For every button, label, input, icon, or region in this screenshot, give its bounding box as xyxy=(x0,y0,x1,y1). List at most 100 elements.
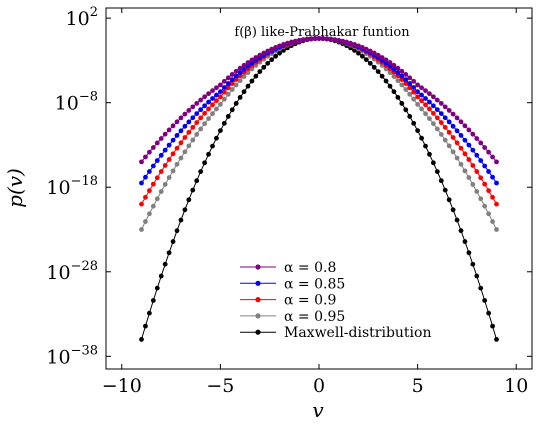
data-point xyxy=(174,161,180,167)
data-point xyxy=(198,97,204,103)
y-tick-label: 10−38 xyxy=(46,343,98,368)
data-point xyxy=(423,88,428,94)
data-point xyxy=(210,143,215,149)
data-point xyxy=(178,155,184,161)
data-point xyxy=(245,60,251,65)
data-point xyxy=(458,145,464,151)
data-point xyxy=(178,140,184,146)
data-point xyxy=(434,115,440,121)
data-point xyxy=(470,131,476,137)
data-point xyxy=(363,46,369,52)
data-point xyxy=(482,163,488,169)
data-point xyxy=(261,64,267,70)
y-axis-label: p(v) xyxy=(3,168,27,208)
data-point xyxy=(427,91,432,97)
data-point xyxy=(387,70,393,76)
data-point xyxy=(344,39,350,45)
data-point xyxy=(170,151,176,157)
data-point xyxy=(407,81,413,86)
data-point xyxy=(383,57,389,63)
data-point xyxy=(371,64,377,70)
data-point xyxy=(139,180,144,186)
data-point xyxy=(281,42,286,47)
axis-ticks xyxy=(106,8,532,369)
data-point xyxy=(139,201,144,207)
data-point xyxy=(450,207,456,213)
data-point xyxy=(257,69,263,75)
data-point xyxy=(166,175,172,180)
data-point xyxy=(419,92,424,98)
data-point xyxy=(221,85,227,90)
data-point xyxy=(415,94,421,100)
data-point xyxy=(486,149,492,155)
data-point xyxy=(186,129,192,135)
data-point xyxy=(217,94,223,100)
data-point xyxy=(292,38,298,44)
data-point xyxy=(356,43,361,49)
y-tick-label: 10−18 xyxy=(46,174,98,199)
data-point xyxy=(399,101,405,106)
data-point xyxy=(415,89,421,95)
data-point xyxy=(241,89,247,95)
data-point xyxy=(419,98,424,104)
data-point xyxy=(399,77,405,82)
data-point xyxy=(494,337,499,342)
data-point xyxy=(466,127,472,133)
data-point xyxy=(182,111,188,117)
y-tick-label: 10−28 xyxy=(46,259,98,284)
legend-item: α = 0.8 xyxy=(240,260,336,276)
data-point xyxy=(143,323,148,329)
data-point xyxy=(194,120,200,125)
data-point xyxy=(225,91,231,97)
data-point xyxy=(442,187,448,193)
data-point xyxy=(478,158,484,163)
data-point xyxy=(214,135,219,141)
data-point xyxy=(466,157,472,162)
data-point xyxy=(320,36,326,41)
data-point xyxy=(281,47,286,53)
x-tick-label: 10 xyxy=(504,375,528,397)
data-point xyxy=(442,115,448,121)
data-point xyxy=(438,101,444,106)
legend-label: α = 0.95 xyxy=(284,309,345,325)
data-point xyxy=(146,188,152,194)
data-point xyxy=(225,81,231,86)
data-point xyxy=(296,37,302,43)
data-point xyxy=(158,152,164,158)
data-point xyxy=(217,89,223,95)
data-point xyxy=(245,70,251,76)
tick-labels: −10 −5 0 5 10 102 10−8 10−18 10−28 10−38 xyxy=(46,5,528,397)
data-point xyxy=(383,78,389,84)
legend: α = 0.8α = 0.85α = 0.9α = 0.95Maxwell-di… xyxy=(236,257,442,345)
data-point xyxy=(249,57,255,63)
data-point xyxy=(427,106,432,112)
data-point xyxy=(462,137,468,143)
data-point xyxy=(387,60,393,65)
data-point xyxy=(462,239,468,244)
data-point xyxy=(486,310,492,316)
data-point xyxy=(367,60,373,66)
data-point xyxy=(198,169,204,175)
data-point xyxy=(427,151,432,157)
data-point xyxy=(450,123,456,129)
data-point xyxy=(482,181,488,187)
data-point xyxy=(186,108,192,113)
data-point xyxy=(340,38,346,44)
data-point xyxy=(241,66,247,72)
data-point xyxy=(411,120,417,126)
data-point xyxy=(395,65,401,71)
data-point xyxy=(474,273,480,279)
data-point xyxy=(214,106,219,112)
data-point xyxy=(166,127,172,133)
data-point xyxy=(170,168,176,174)
data-point xyxy=(434,126,440,132)
data-point xyxy=(166,157,172,162)
data-point xyxy=(233,73,239,79)
data-point xyxy=(162,163,168,168)
data-point xyxy=(265,60,271,66)
data-point xyxy=(474,136,480,141)
data-point xyxy=(430,94,436,100)
data-point xyxy=(375,69,381,75)
data-point xyxy=(146,169,152,174)
data-point xyxy=(430,160,436,166)
